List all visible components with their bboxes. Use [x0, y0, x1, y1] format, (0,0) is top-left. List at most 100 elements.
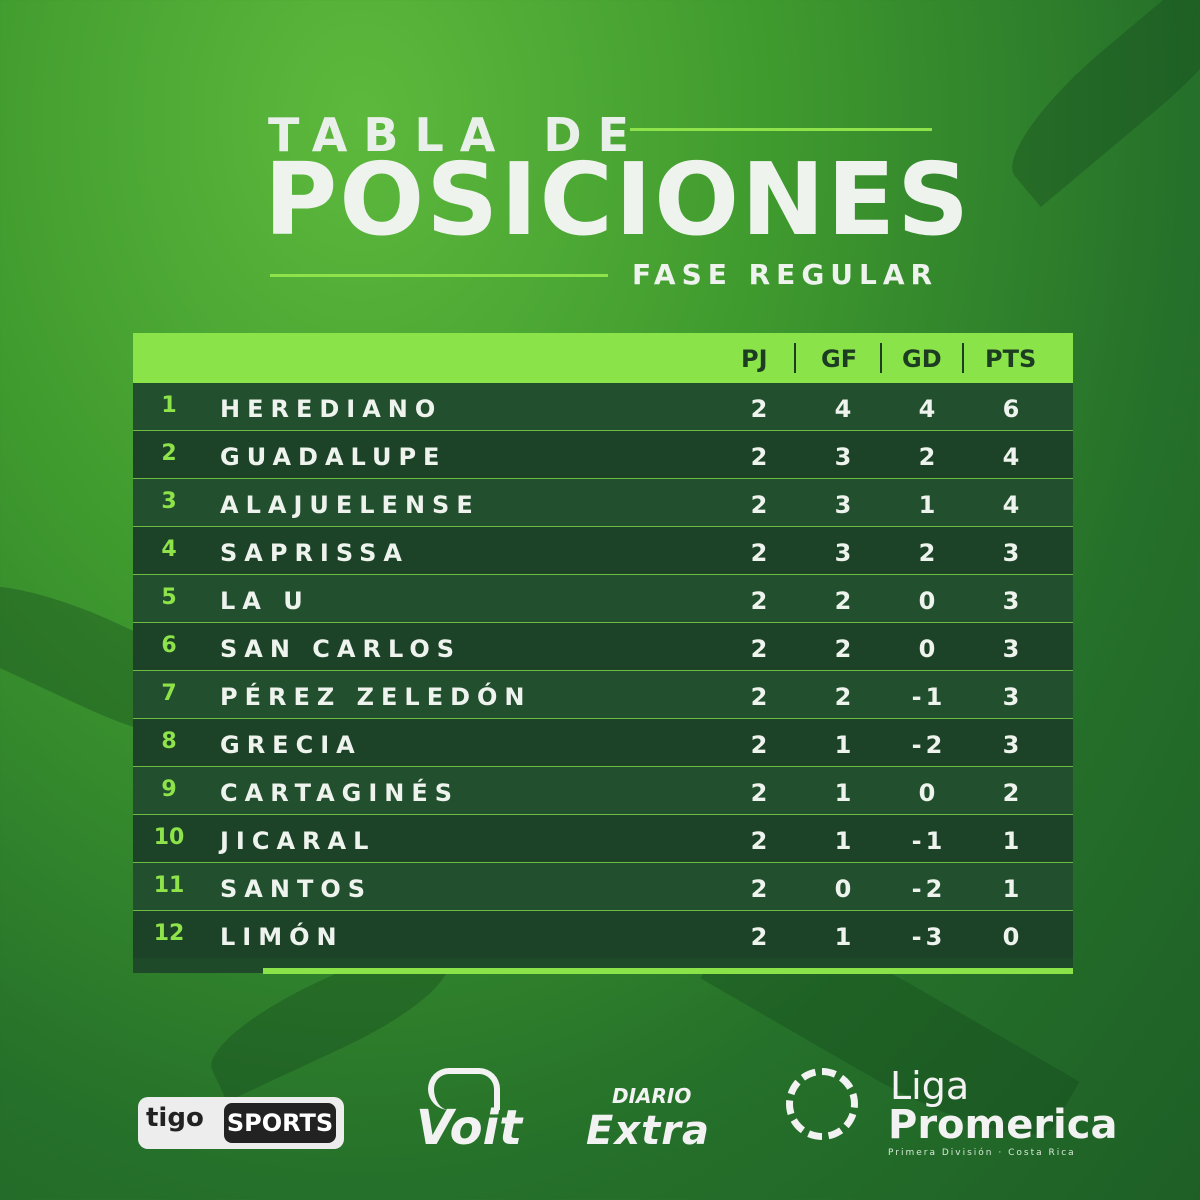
cell-pj: 2: [750, 443, 772, 471]
table-row: 10 JICARAL 2 1 -1 1: [133, 815, 1073, 863]
rank: 3: [161, 489, 177, 514]
cell-gd: 1: [918, 491, 940, 519]
liga-promerica-logo-top: Liga: [890, 1064, 970, 1108]
cell-pts: 3: [1002, 683, 1024, 711]
team-name: GUADALUPE: [220, 443, 447, 471]
team-name: LA U: [220, 587, 310, 615]
cell-gf: 2: [834, 683, 856, 711]
cell-pts: 3: [1002, 587, 1024, 615]
liga-promerica-logo: Promerica: [888, 1102, 1118, 1148]
title-rule-top: [630, 128, 932, 131]
rank: 2: [161, 441, 177, 466]
cell-gd: 2: [918, 539, 940, 567]
header-separator: [794, 343, 796, 373]
cell-pj: 2: [750, 875, 772, 903]
cell-gd: -1: [911, 827, 947, 855]
table-row: 2 GUADALUPE 2 3 2 4: [133, 431, 1073, 479]
team-name: ALAJUELENSE: [220, 491, 480, 519]
diario-extra-logo: Extra: [586, 1108, 710, 1154]
title-rule-bottom: [270, 274, 608, 277]
cell-gf: 0: [834, 875, 856, 903]
cell-pts: 2: [1002, 779, 1024, 807]
rank: 7: [161, 681, 177, 706]
rank: 9: [161, 777, 177, 802]
sports-logo-text: SPORTS: [226, 1109, 334, 1137]
cell-gf: 3: [834, 443, 856, 471]
team-name: PÉREZ ZELEDÓN: [220, 683, 532, 711]
cell-gd: 2: [918, 443, 940, 471]
header-separator: [880, 343, 882, 373]
cell-pts: 3: [1002, 635, 1024, 663]
team-name: HEREDIANO: [220, 395, 443, 423]
rank: 6: [161, 633, 177, 658]
cell-pj: 2: [750, 779, 772, 807]
cell-pj: 2: [750, 491, 772, 519]
header-separator: [962, 343, 964, 373]
cell-gf: 4: [834, 395, 856, 423]
standings-table: PJ GF GD PTS 1 HEREDIANO 2 4 4 6 2 GUADA…: [133, 333, 1073, 973]
cell-pj: 2: [750, 923, 772, 951]
column-header-gf: GF: [821, 345, 858, 373]
cell-pts: 0: [1002, 923, 1024, 951]
cell-gf: 3: [834, 491, 856, 519]
cell-gf: 1: [834, 779, 856, 807]
table-row: 7 PÉREZ ZELEDÓN 2 2 -1 3: [133, 671, 1073, 719]
team-name: SAN CARLOS: [220, 635, 462, 663]
table-header: PJ GF GD PTS: [133, 333, 1073, 383]
table-row: 11 SANTOS 2 0 -2 1: [133, 863, 1073, 911]
rank: 8: [161, 729, 177, 754]
table-row: 8 GRECIA 2 1 -2 3: [133, 719, 1073, 767]
subtitle: FASE REGULAR: [632, 258, 939, 291]
team-name: SAPRISSA: [220, 539, 409, 567]
table-row: 4 SAPRISSA 2 3 2 3: [133, 527, 1073, 575]
team-name: CARTAGINÉS: [220, 779, 460, 807]
cell-gf: 1: [834, 827, 856, 855]
rank: 10: [153, 825, 185, 850]
cell-gd: -3: [911, 923, 947, 951]
page-title: POSICIONES: [264, 141, 972, 258]
cell-pts: 4: [1002, 443, 1024, 471]
table-row: 9 CARTAGINÉS 2 1 0 2: [133, 767, 1073, 815]
sports-badge: SPORTS: [224, 1103, 336, 1143]
cell-pj: 2: [750, 395, 772, 423]
rank: 4: [161, 537, 177, 562]
rank: 12: [153, 921, 185, 946]
cell-gf: 2: [834, 587, 856, 615]
cell-gd: 0: [918, 779, 940, 807]
voit-logo: Voit: [416, 1100, 523, 1156]
tigo-logo-text: tigo: [146, 1103, 204, 1133]
cell-pts: 3: [1002, 539, 1024, 567]
team-name: SANTOS: [220, 875, 373, 903]
column-header-gd: GD: [902, 345, 942, 373]
cell-pj: 2: [750, 539, 772, 567]
table-row: 6 SAN CARLOS 2 2 0 3: [133, 623, 1073, 671]
column-header-pts: PTS: [985, 345, 1037, 373]
voit-wing-icon: [428, 1068, 500, 1110]
cell-gd: 0: [918, 587, 940, 615]
cell-gf: 3: [834, 539, 856, 567]
team-name: LIMÓN: [220, 923, 344, 951]
rank: 5: [161, 585, 177, 610]
table-row: 1 HEREDIANO 2 4 4 6: [133, 383, 1073, 431]
sponsor-logos: tigo SPORTS Voit DIARIO Extra Liga Prome…: [0, 1060, 1200, 1170]
cell-gd: -1: [911, 683, 947, 711]
cell-pts: 6: [1002, 395, 1024, 423]
table-bottom-bar: [263, 968, 1073, 974]
cell-pts: 1: [1002, 875, 1024, 903]
cell-gf: 1: [834, 923, 856, 951]
team-name: GRECIA: [220, 731, 362, 759]
cell-gd: 0: [918, 635, 940, 663]
team-name: JICARAL: [220, 827, 376, 855]
liga-promerica-tagline: Primera División · Costa Rica: [888, 1148, 1076, 1158]
cell-gd: -2: [911, 875, 947, 903]
rank: 11: [153, 873, 185, 898]
tigo-sports-logo: tigo SPORTS: [138, 1097, 344, 1149]
cell-gd: -2: [911, 731, 947, 759]
cell-pts: 1: [1002, 827, 1024, 855]
background-leaf: [989, 0, 1200, 208]
cell-pj: 2: [750, 827, 772, 855]
table-row: 3 ALAJUELENSE 2 3 1 4: [133, 479, 1073, 527]
table-body: 1 HEREDIANO 2 4 4 6 2 GUADALUPE 2 3 2 4 …: [133, 383, 1073, 958]
title-line-1: TABLA DE: [268, 108, 646, 162]
cell-pj: 2: [750, 731, 772, 759]
